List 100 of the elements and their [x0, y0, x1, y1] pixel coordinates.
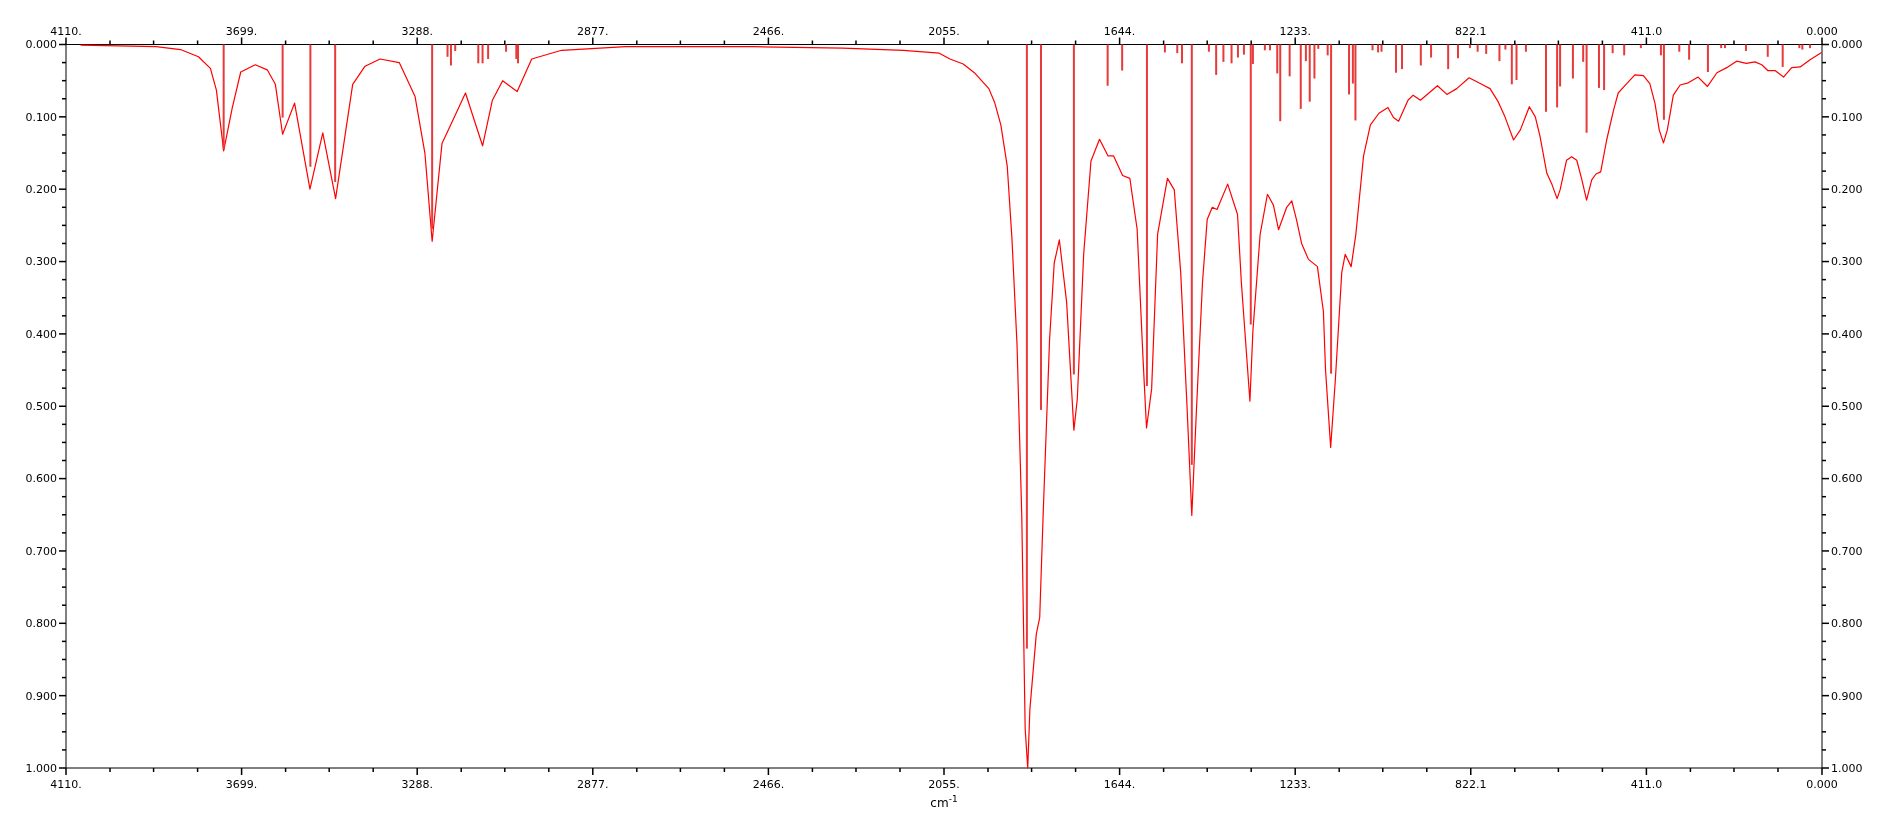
x2-tick-label: 2466. [752, 778, 785, 791]
y2-tick-label: 0.000 [1831, 38, 1863, 52]
bar [1419, 44, 1422, 66]
bar [1585, 44, 1588, 133]
bar [1456, 44, 1459, 59]
y-tick-label: 0.000 [25, 38, 57, 52]
bar [1706, 44, 1709, 72]
bar [1207, 44, 1210, 52]
bar [449, 44, 452, 66]
x2-tick-label: 411.0 [1630, 778, 1663, 791]
x2-tick-label: 1233. [1279, 778, 1311, 791]
bar [281, 44, 284, 118]
y2-tick-label: 0.200 [1831, 183, 1863, 197]
bar [1395, 44, 1398, 73]
y2-tick-label: 0.900 [1831, 689, 1863, 703]
y2-tick-label: 0.400 [1831, 327, 1863, 341]
bar [1623, 44, 1626, 56]
bar [1545, 44, 1547, 112]
x-tick-label: 2466. [752, 24, 785, 38]
bar [515, 44, 518, 59]
bar [334, 44, 337, 182]
y-tick-label: 0.300 [25, 255, 57, 269]
y-tick-label: 0.400 [25, 327, 57, 341]
bar [1603, 44, 1606, 91]
bar [1279, 44, 1282, 122]
bar [1662, 44, 1665, 120]
bar [1447, 44, 1450, 70]
bar [222, 44, 225, 150]
x-tick-label: 4110. [50, 24, 82, 38]
bar [1288, 44, 1291, 77]
bar [1121, 44, 1124, 71]
bar [1430, 44, 1433, 58]
bar [1744, 44, 1747, 52]
bar [1330, 44, 1333, 374]
bar [481, 44, 484, 64]
bar [1611, 44, 1614, 54]
bar [1348, 44, 1351, 95]
bar [1571, 44, 1574, 79]
bar [1354, 44, 1357, 121]
bar [1308, 44, 1311, 102]
x-tick-label: 822.1 [1455, 24, 1487, 38]
x-tick-label: 2055. [928, 24, 960, 38]
y-tick-label: 0.500 [25, 400, 57, 414]
bar [1582, 44, 1585, 62]
bar [1476, 44, 1479, 52]
bar [1556, 44, 1559, 108]
x-tick-label: 2877. [577, 24, 609, 38]
bar [517, 44, 520, 64]
bar [1597, 44, 1600, 88]
bar [1766, 44, 1769, 57]
bar [1678, 44, 1681, 52]
y-tick-label: 0.900 [25, 689, 57, 703]
x2-tick-label: 4110. [50, 778, 82, 791]
bar [1072, 44, 1075, 375]
bar [431, 44, 434, 229]
bar [1242, 44, 1245, 55]
y2-tick-label: 0.100 [1831, 110, 1863, 124]
y-tick-label: 0.600 [25, 472, 57, 486]
x2-tick-label: 3699. [225, 778, 258, 791]
bar [1498, 44, 1501, 62]
x-tick-label: 3699. [225, 24, 258, 38]
bar [1222, 44, 1225, 62]
bar [1176, 44, 1179, 54]
bar [1485, 44, 1488, 54]
bar [477, 44, 480, 64]
bar [309, 44, 312, 167]
bar [1515, 44, 1518, 80]
x-axis-title: cm$^{-1}$ [930, 794, 958, 810]
y2-tick-label: 0.800 [1831, 617, 1863, 631]
bar [1180, 44, 1183, 64]
bar [1230, 44, 1233, 64]
x2-tick-label: 2055. [928, 778, 960, 791]
bar [1039, 44, 1042, 410]
x2-tick-label: 822.1 [1455, 778, 1487, 791]
bar [1025, 44, 1028, 649]
y2-tick-label: 0.300 [1831, 255, 1863, 269]
bar [1504, 44, 1507, 50]
bar [1106, 44, 1109, 86]
bar [1781, 44, 1784, 67]
bar [1524, 44, 1527, 52]
bar [1688, 44, 1691, 60]
bar [1145, 44, 1148, 386]
bar [454, 44, 457, 52]
bar [1190, 44, 1193, 465]
y-tick-label: 0.800 [25, 617, 57, 631]
bar [487, 44, 490, 59]
x2-tick-label: 2877. [577, 778, 609, 791]
bar [505, 44, 508, 52]
x2-tick-label: 1644. [1103, 778, 1136, 791]
bar [1215, 44, 1218, 75]
bar [1299, 44, 1302, 109]
y-tick-label: 1.000 [25, 761, 57, 775]
x2-tick-label: 3288. [401, 778, 433, 791]
y-tick-label: 0.700 [25, 544, 57, 558]
y2-tick-label: 0.600 [1831, 472, 1863, 486]
y2-tick-label: 0.500 [1831, 400, 1863, 414]
bar [1236, 44, 1239, 58]
bar [1249, 44, 1252, 325]
bar [1304, 44, 1307, 62]
bar [1313, 44, 1316, 79]
